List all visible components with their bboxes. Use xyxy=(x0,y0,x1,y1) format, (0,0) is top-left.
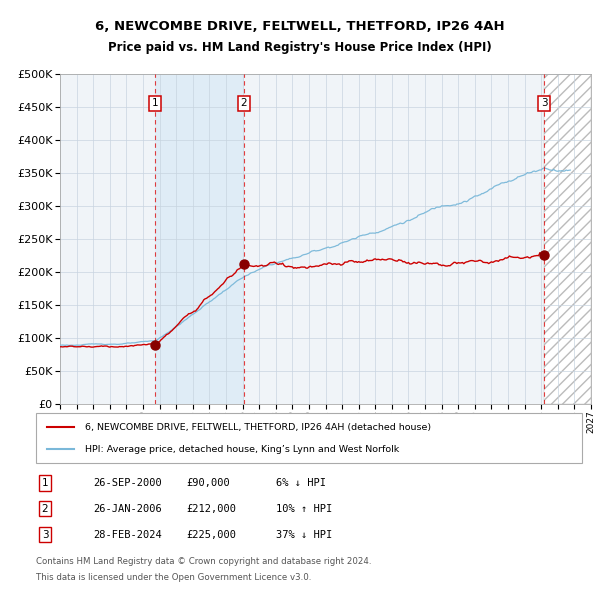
Text: Price paid vs. HM Land Registry's House Price Index (HPI): Price paid vs. HM Land Registry's House … xyxy=(108,41,492,54)
Text: £90,000: £90,000 xyxy=(186,478,230,487)
Text: 6, NEWCOMBE DRIVE, FELTWELL, THETFORD, IP26 4AH (detached house): 6, NEWCOMBE DRIVE, FELTWELL, THETFORD, I… xyxy=(85,422,431,431)
Text: 28-FEB-2024: 28-FEB-2024 xyxy=(93,530,162,539)
Text: 6, NEWCOMBE DRIVE, FELTWELL, THETFORD, IP26 4AH: 6, NEWCOMBE DRIVE, FELTWELL, THETFORD, I… xyxy=(95,20,505,33)
Text: 26-JAN-2006: 26-JAN-2006 xyxy=(93,504,162,513)
Text: 2: 2 xyxy=(41,504,49,513)
Bar xyxy=(544,74,591,404)
Text: 2: 2 xyxy=(241,99,247,109)
Text: Contains HM Land Registry data © Crown copyright and database right 2024.: Contains HM Land Registry data © Crown c… xyxy=(36,557,371,566)
Text: 3: 3 xyxy=(541,99,547,109)
Text: 6% ↓ HPI: 6% ↓ HPI xyxy=(276,478,326,487)
Text: 3: 3 xyxy=(41,530,49,539)
Text: £225,000: £225,000 xyxy=(186,530,236,539)
FancyBboxPatch shape xyxy=(36,413,582,463)
Text: This data is licensed under the Open Government Licence v3.0.: This data is licensed under the Open Gov… xyxy=(36,572,311,582)
Text: 37% ↓ HPI: 37% ↓ HPI xyxy=(276,530,332,539)
Text: 1: 1 xyxy=(152,99,159,109)
Bar xyxy=(155,74,244,404)
Text: 26-SEP-2000: 26-SEP-2000 xyxy=(93,478,162,487)
Text: HPI: Average price, detached house, King’s Lynn and West Norfolk: HPI: Average price, detached house, King… xyxy=(85,445,400,454)
Text: 1: 1 xyxy=(41,478,49,487)
Text: 10% ↑ HPI: 10% ↑ HPI xyxy=(276,504,332,513)
Text: £212,000: £212,000 xyxy=(186,504,236,513)
